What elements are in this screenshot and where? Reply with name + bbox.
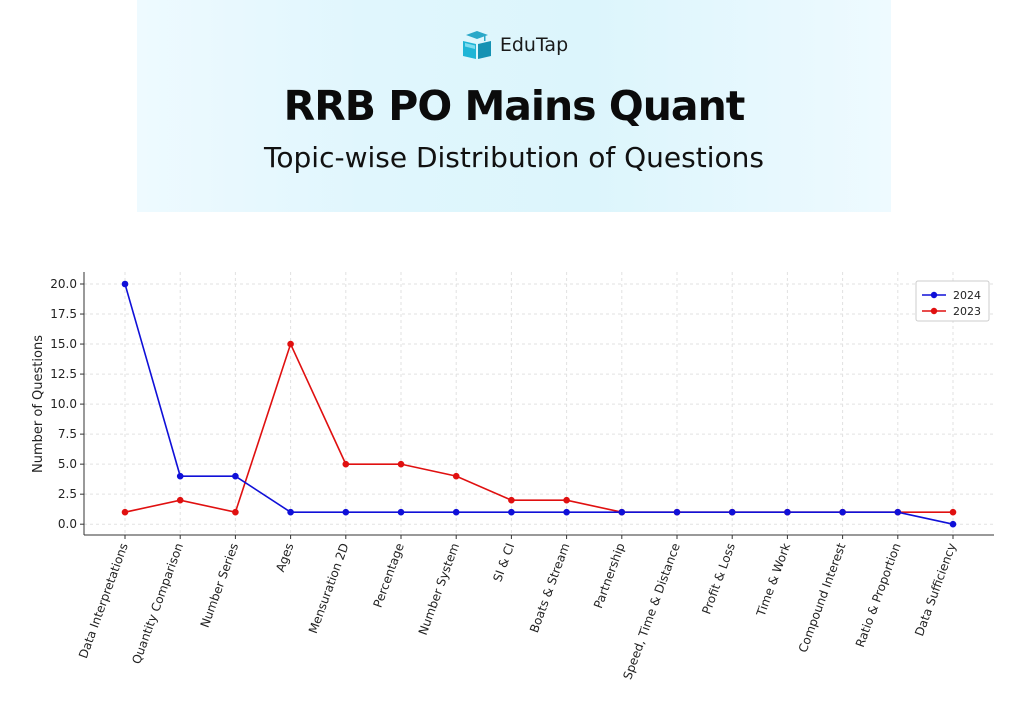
data-point-2023	[397, 460, 405, 468]
x-tick-label: Percentage	[371, 541, 407, 609]
data-point-2023	[121, 508, 129, 516]
x-tick-label: Data Sufficiency	[912, 541, 959, 638]
legend-label-2023: 2023	[953, 305, 981, 318]
legend-label-2024: 2024	[953, 289, 981, 302]
header-banner: EduTap RRB PO Mains Quant Topic-wise Dis…	[137, 0, 891, 212]
brand-name: EduTap	[499, 34, 569, 56]
x-tick-label: Boats & Stream	[527, 541, 572, 634]
legend-items: 2024 2023	[922, 289, 981, 318]
x-tick-label: Quantity Comparison	[129, 541, 186, 666]
x-tick-label: Time & Work	[753, 541, 793, 619]
y-tick-label: 15.0	[50, 337, 77, 351]
data-point-2024	[673, 508, 681, 516]
x-tick-label: Partnership	[591, 541, 628, 610]
axes	[83, 272, 994, 536]
data-point-2023	[342, 460, 350, 468]
data-point-2024	[784, 508, 791, 516]
x-tick-label: SI & CI	[490, 541, 517, 583]
series-line-2023	[124, 341, 953, 514]
series-line-2024	[124, 283, 954, 525]
data-point-2023	[287, 340, 294, 348]
brand: EduTap	[137, 30, 891, 60]
y-tick-label: 7.5	[58, 427, 77, 441]
grid	[84, 272, 994, 535]
legend: 2024 2023	[915, 280, 990, 322]
y-tick-label: 10.0	[50, 397, 77, 411]
book-mortarboard-icon	[462, 31, 491, 59]
x-tick-label: Speed, Time & Distance	[620, 541, 682, 681]
page-title: RRB PO Mains Quant	[283, 82, 746, 130]
page-subtitle: Topic-wise Distribution of Questions	[264, 141, 764, 174]
y-tick-label: 12.5	[50, 367, 77, 381]
data-point-2023	[949, 508, 957, 516]
legend-marker-2024	[930, 291, 938, 299]
y-tick-label: 0.0	[58, 517, 77, 531]
x-tick-label: Ratio & Proportion	[853, 541, 904, 649]
line-chart: 0.0 2.5 5.0 7.5 10.0 12.5 15.0 17.5 20.0 Data In…	[31, 272, 994, 681]
data-point-2024	[949, 520, 957, 528]
data-point-2024	[563, 508, 570, 516]
data-point-2024	[397, 508, 405, 516]
x-tick-label: Ages	[273, 541, 296, 573]
x-tick-label: Number Series	[198, 541, 242, 629]
y-tick-label: 2.5	[58, 487, 77, 501]
data-point-2024	[894, 508, 902, 516]
data-point-2024	[839, 508, 846, 516]
data-point-2024	[232, 472, 239, 480]
y-ticks: 0.0 2.5 5.0 7.5 10.0 12.5 15.0 17.5 20.0	[50, 277, 84, 531]
x-tick-label: Mensuration 2D	[306, 541, 352, 635]
series	[121, 280, 957, 528]
y-tick-label: 17.5	[50, 307, 77, 321]
x-tick-label: Compound Interest	[796, 541, 849, 654]
data-point-2023	[176, 496, 184, 504]
data-point-2024	[618, 508, 626, 516]
legend-marker-2023	[930, 307, 938, 315]
data-point-2023	[508, 496, 515, 504]
data-point-2024	[287, 508, 294, 516]
data-point-2023	[563, 496, 570, 504]
data-point-2024	[121, 280, 129, 288]
data-point-2024	[452, 508, 460, 516]
y-tick-label: 20.0	[50, 277, 77, 291]
data-point-2023	[232, 508, 239, 516]
data-point-2024	[508, 508, 515, 516]
data-point-2024	[728, 508, 736, 516]
data-point-2024	[342, 508, 350, 516]
data-point-2023	[452, 472, 460, 480]
y-axis-label: Number of Questions	[31, 335, 46, 473]
y-tick-label: 5.0	[58, 457, 77, 471]
x-tick-label: Data Interpretations	[76, 541, 131, 660]
x-tick-label: Number System	[416, 541, 462, 637]
data-point-2024	[176, 472, 184, 480]
x-tick-label: Profit & Loss	[699, 541, 738, 616]
